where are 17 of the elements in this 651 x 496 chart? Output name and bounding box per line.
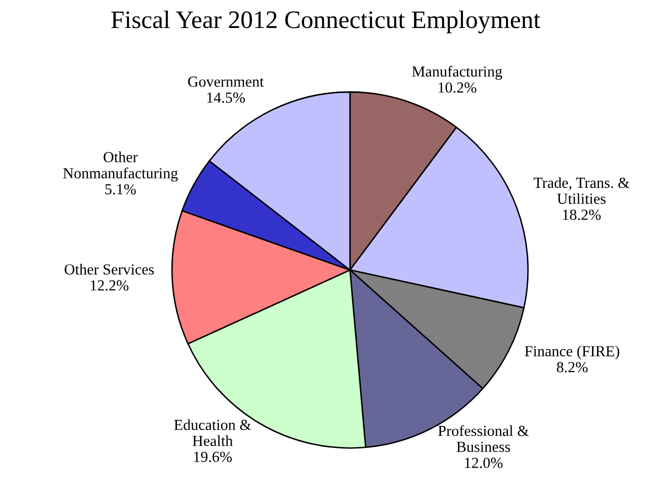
chart-title: Fiscal Year 2012 Connecticut Employment — [111, 10, 540, 34]
slice-label: Other Nonmanufacturing — [63, 151, 178, 182]
slice-label: Government — [188, 76, 264, 87]
slice-label: Other Services — [64, 264, 154, 275]
slice-label: Manufacturing — [412, 66, 502, 80]
slice-label: Finance (FIRE) — [524, 346, 620, 360]
slice-label: Professional & Business — [438, 425, 529, 452]
data-label: 10.2% — [438, 82, 476, 93]
data-label: 5.1% — [105, 184, 136, 194]
data-label: 19.6% — [194, 452, 232, 462]
data-label: 18.2% — [563, 210, 601, 220]
data-label: 14.5% — [207, 92, 245, 103]
slice-label: Education & Health — [174, 419, 252, 446]
data-label: 8.2% — [556, 362, 588, 372]
slice-label: Trade, Trans. & Utilities — [534, 177, 630, 204]
data-label: 12.2% — [90, 280, 128, 291]
data-label: 12.0% — [465, 458, 503, 468]
